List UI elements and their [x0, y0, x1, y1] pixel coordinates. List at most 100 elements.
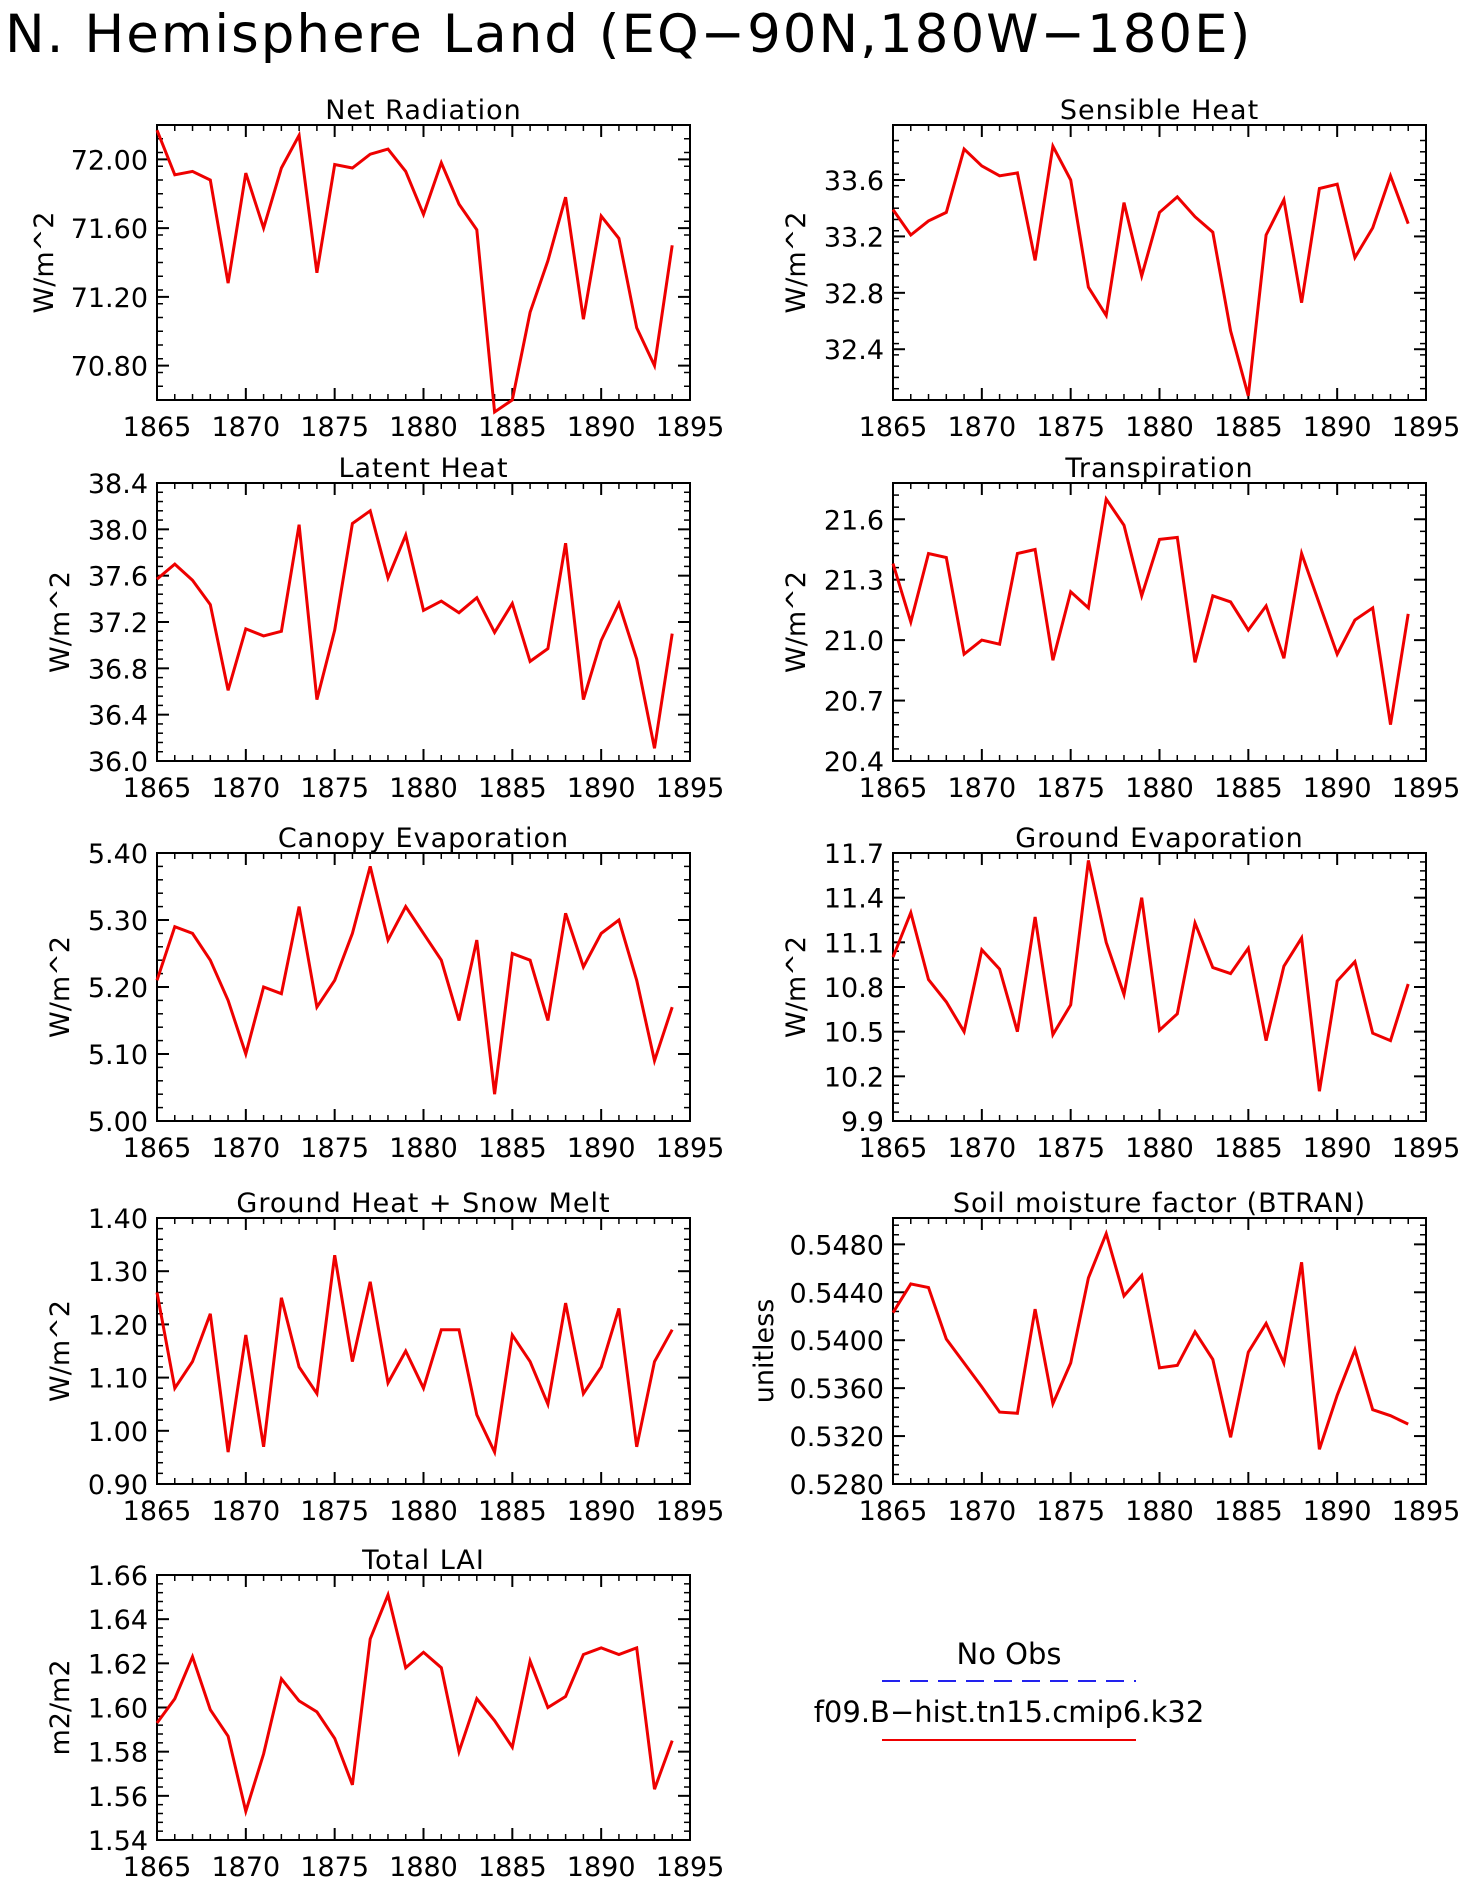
y-tick-label: 33.2	[824, 222, 884, 253]
y-tick-label: 33.6	[824, 166, 884, 197]
plot-frame	[156, 852, 691, 1122]
y-axis-label: W/m^2	[45, 571, 76, 673]
chart-panel: 1865 1870 1875 1880 1885 1890 1895 70.80 71.20 71…	[29, 95, 724, 443]
y-axis-label: W/m^2	[781, 936, 812, 1038]
y-tick-label: 36.0	[88, 747, 148, 778]
x-tick-label: 1865	[859, 1496, 928, 1527]
x-tick-label: 1895	[656, 773, 725, 804]
y-tick-label: 32.8	[824, 279, 884, 310]
y-tick-label: 21.6	[824, 505, 884, 536]
x-tick-label: 1895	[656, 1496, 725, 1527]
series-line	[155, 1254, 674, 1458]
y-tick-label: 10.8	[824, 973, 884, 1004]
panel-title: Canopy Evaporation	[278, 823, 569, 854]
panel-title: Latent Heat	[338, 453, 508, 484]
x-tick-label: 1885	[478, 1852, 547, 1883]
x-tick-label: 1875	[1036, 1496, 1105, 1527]
y-tick-label: 1.30	[88, 1257, 148, 1288]
x-tick-label: 1870	[947, 1133, 1016, 1164]
x-tick-label: 1890	[567, 1496, 636, 1527]
y-tick-label: 1.56	[88, 1782, 148, 1813]
y-tick-label: 21.0	[824, 626, 884, 657]
x-tick-label: 1870	[947, 1496, 1016, 1527]
y-tick-label: 32.4	[824, 335, 884, 366]
series-line	[891, 141, 1410, 397]
chart-panel: 1865 1870 1875 1880 1885 1890 1895 32.4 32.8 33.2…	[781, 95, 1460, 443]
y-tick-label: 0.90	[88, 1470, 148, 1501]
x-tick-label: 1875	[1036, 773, 1105, 804]
series-line	[156, 508, 674, 749]
y-tick-label: 71.60	[71, 214, 148, 245]
y-tick-label: 9.9	[841, 1107, 884, 1138]
chart-panel: 1865 1870 1875 1880 1885 1890 1895 0.90 1.00 1.10…	[45, 1188, 724, 1527]
x-tick-label: 1885	[478, 1496, 547, 1527]
y-tick-label: 5.30	[88, 906, 148, 937]
legend-model-label: f09.B−hist.tn15.cmip6.k32	[814, 1695, 1205, 1729]
y-tick-label: 5.10	[88, 1040, 148, 1071]
y-tick-label: 71.20	[71, 283, 148, 314]
x-tick-label: 1870	[211, 1852, 280, 1883]
panel-title: Net Radiation	[325, 95, 522, 126]
x-tick-label: 1875	[300, 1133, 369, 1164]
x-tick-label: 1865	[859, 412, 928, 443]
x-tick-label: 1885	[1214, 412, 1283, 443]
chart-panel: 1865 1870 1875 1880 1885 1890 1895 9.9 10.2 10.5 1…	[781, 823, 1460, 1164]
panel-title: Ground Evaporation	[1015, 823, 1304, 854]
x-tick-label: 1890	[567, 1852, 636, 1883]
x-tick-label: 1865	[123, 773, 192, 804]
chart-panel: 1865 1870 1875 1880 1885 1890 1895 1.54 1.56 1.58…	[45, 1545, 724, 1883]
y-tick-label: 1.62	[88, 1649, 148, 1680]
y-axis-label: m2/m2	[45, 1659, 76, 1755]
plot-frame	[156, 1217, 691, 1485]
panel-title: Sensible Heat	[1060, 95, 1259, 126]
y-tick-label: 1.66	[88, 1561, 148, 1592]
x-tick-label: 1870	[211, 1133, 280, 1164]
panel-title: Transpiration	[1064, 453, 1253, 484]
x-tick-label: 1895	[656, 1133, 725, 1164]
plot-frame	[156, 124, 691, 401]
y-tick-label: 1.58	[88, 1738, 148, 1769]
x-tick-label: 1880	[389, 1133, 458, 1164]
x-tick-label: 1890	[1303, 1496, 1372, 1527]
series-line	[155, 129, 674, 415]
x-tick-label: 1885	[1214, 773, 1283, 804]
series-line	[155, 1590, 674, 1818]
y-tick-label: 20.4	[824, 747, 884, 778]
x-tick-label: 1890	[1303, 412, 1372, 443]
y-tick-label: 5.00	[88, 1107, 148, 1138]
x-tick-label: 1880	[389, 1496, 458, 1527]
x-tick-label: 1880	[1125, 1496, 1194, 1527]
y-tick-label: 36.4	[88, 701, 148, 732]
x-tick-label: 1870	[211, 412, 280, 443]
x-tick-label: 1885	[478, 773, 547, 804]
x-tick-label: 1890	[1303, 773, 1372, 804]
y-axis-label: W/m^2	[781, 212, 812, 314]
x-tick-label: 1885	[478, 412, 547, 443]
x-tick-label: 1865	[859, 773, 928, 804]
y-tick-label: 1.20	[88, 1310, 148, 1341]
x-tick-label: 1870	[947, 412, 1016, 443]
x-tick-label: 1890	[1303, 1133, 1372, 1164]
x-tick-label: 1875	[1036, 412, 1105, 443]
x-tick-label: 1880	[1125, 1133, 1194, 1164]
x-tick-label: 1880	[389, 1852, 458, 1883]
y-tick-label: 10.2	[824, 1062, 884, 1093]
x-tick-label: 1870	[947, 773, 1016, 804]
x-tick-label: 1880	[389, 773, 458, 804]
y-tick-label: 11.7	[824, 839, 884, 870]
y-tick-label: 70.80	[71, 352, 148, 383]
chart-panels: 1865 1870 1875 1880 1885 1890 1895 70.80 71.20 71…	[29, 95, 1460, 1883]
x-tick-label: 1870	[211, 1496, 280, 1527]
legend: No Obs f09.B−hist.tn15.cmip6.k32	[814, 1637, 1205, 1741]
y-axis-label: W/m^2	[781, 571, 812, 673]
y-tick-label: 0.5480	[790, 1230, 884, 1261]
y-tick-label: 1.54	[88, 1826, 148, 1857]
y-tick-label: 1.10	[88, 1364, 148, 1395]
y-tick-label: 1.00	[88, 1417, 148, 1448]
legend-obs-label: No Obs	[957, 1637, 1062, 1671]
y-tick-label: 1.60	[88, 1694, 148, 1725]
plot-frame	[892, 1217, 1427, 1485]
y-tick-label: 38.0	[88, 515, 148, 546]
x-tick-label: 1880	[389, 412, 458, 443]
